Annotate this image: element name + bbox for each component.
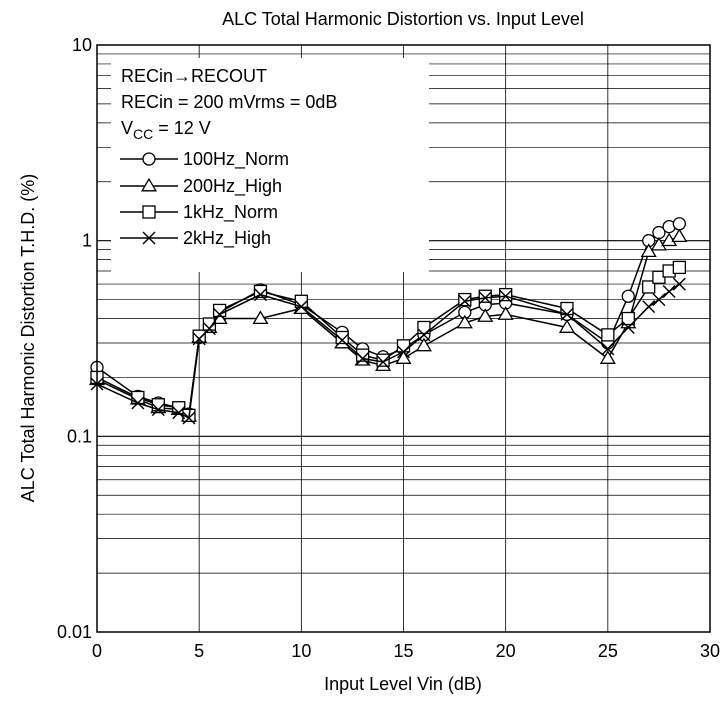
data-point	[202, 317, 217, 331]
data-point	[417, 320, 431, 335]
x-tick-label: 30	[700, 641, 720, 661]
legend-background	[111, 58, 429, 272]
data-point	[396, 339, 411, 353]
data-point	[652, 293, 666, 307]
x-tick-label: 5	[194, 641, 204, 661]
data-point	[151, 398, 165, 412]
data-point	[478, 291, 492, 305]
y-tick-label: 1	[82, 231, 92, 251]
data-point	[661, 232, 678, 247]
series-1kHz_Norm	[90, 260, 686, 423]
series-line	[96, 283, 680, 420]
legend-marker	[140, 177, 158, 192]
data-point	[335, 330, 349, 345]
data-point	[335, 333, 349, 347]
y-tick-label: 10	[72, 35, 92, 55]
data-point	[499, 289, 513, 303]
data-point	[477, 308, 494, 322]
data-point	[601, 342, 615, 356]
y-tick-label: 0.01	[57, 622, 92, 642]
plot-frame	[96, 44, 711, 633]
legend-label: 200Hz_High	[183, 176, 282, 197]
data-point	[599, 350, 616, 364]
data-point	[192, 332, 206, 346]
legend-marker	[142, 152, 156, 166]
data-point	[355, 348, 370, 362]
tick-labels: 0 5 10 15 20 25 30 0.01 0.1 1 10	[57, 35, 720, 661]
x-tick-label: 25	[598, 641, 618, 661]
legend-entry: 2kHz_High	[120, 228, 271, 249]
data-point	[621, 320, 635, 334]
condition-vcc: VCC = 12 V	[121, 118, 211, 142]
y-axis-label: ALC Total Harmonic Distortion T.H.D. (%)	[18, 174, 38, 502]
series-line	[96, 266, 680, 417]
condition-signal-path: RECin→RECOUT	[121, 66, 267, 86]
x-tick-label: 15	[393, 641, 413, 661]
data-point	[395, 350, 412, 364]
data-point	[621, 289, 635, 303]
data-point	[621, 311, 635, 326]
data-point	[172, 401, 186, 415]
condition-input-level: RECin = 200 mVrms = 0dB	[121, 92, 337, 112]
data-point	[642, 280, 656, 294]
data-point	[671, 228, 688, 243]
data-point	[458, 294, 472, 308]
data-point	[252, 310, 269, 325]
legend-label: 2kHz_High	[183, 228, 271, 249]
data-point	[253, 288, 267, 302]
data-point	[182, 411, 196, 425]
legend: RECin→RECOUT RECin = 200 mVrms = 0dB VCC =…	[111, 58, 429, 272]
x-axis-label: Input Level Vin (dB)	[324, 674, 482, 694]
data-point	[417, 328, 431, 342]
data-point	[672, 277, 686, 291]
series-2kHz_High	[90, 277, 686, 425]
x-tick-label: 20	[496, 641, 516, 661]
data-point	[497, 306, 514, 320]
chart-title: ALC Total Harmonic Distortion vs. Input …	[222, 9, 584, 29]
data-point	[601, 328, 615, 342]
data-point	[356, 351, 370, 365]
data-point	[662, 284, 676, 298]
x-tick-label: 10	[291, 641, 311, 661]
legend-entry: 200Hz_High	[120, 176, 282, 197]
data-point	[253, 284, 268, 299]
legend-marker	[142, 205, 156, 219]
legend-label: 1kHz_Norm	[183, 202, 278, 223]
legend-label: 100Hz_Norm	[183, 149, 289, 170]
data-point	[458, 292, 472, 307]
data-point	[397, 345, 410, 359]
legend-entry: 1kHz_Norm	[120, 202, 278, 223]
y-tick-label: 0.1	[67, 426, 92, 446]
legend-marker	[142, 231, 156, 245]
data-point	[376, 355, 390, 369]
data-point	[642, 300, 656, 314]
data-point	[131, 396, 145, 410]
legend-entry: 100Hz_Norm	[120, 149, 289, 170]
data-point	[672, 217, 686, 231]
data-point	[478, 289, 492, 303]
data-point	[151, 403, 165, 417]
data-point	[213, 307, 227, 321]
data-point	[499, 287, 513, 302]
data-point	[172, 406, 186, 420]
x-tick-label: 0	[92, 641, 102, 661]
data-point	[672, 260, 686, 275]
data-point	[558, 319, 576, 333]
data-point	[202, 322, 216, 336]
data-point	[294, 300, 308, 314]
data-point	[560, 307, 574, 321]
data-point	[415, 337, 432, 352]
data-point	[456, 314, 473, 329]
